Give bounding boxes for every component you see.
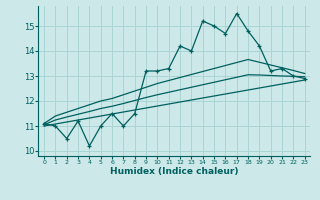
X-axis label: Humidex (Indice chaleur): Humidex (Indice chaleur) — [110, 167, 239, 176]
